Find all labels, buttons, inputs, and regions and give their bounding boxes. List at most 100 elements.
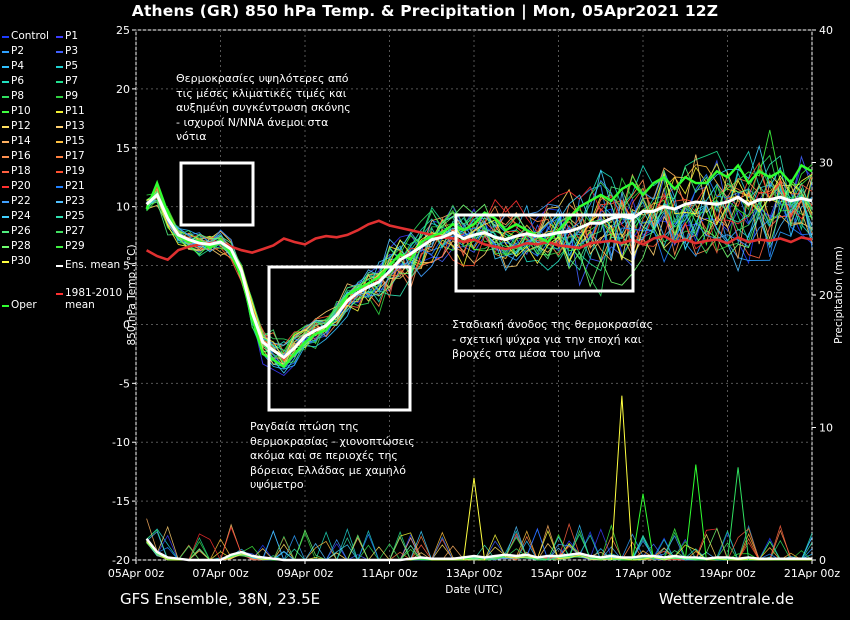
precip-peak — [684, 464, 707, 561]
legend-swatch — [2, 216, 9, 218]
legend-label: P17 — [65, 150, 85, 162]
legend-swatch — [2, 141, 9, 143]
annotation-line: βόρειας Ελλάδας με χαμηλό — [250, 463, 407, 477]
legend-label: P30 — [11, 255, 31, 267]
y2-tick-label: 10 — [819, 422, 833, 435]
y-tick-label: 10 — [116, 201, 130, 214]
member-line-p27 — [146, 170, 813, 364]
legend-swatch — [56, 186, 63, 188]
precip-peak — [462, 477, 486, 561]
y2-tick-label: 30 — [819, 157, 833, 170]
y2-tick-label: 40 — [819, 24, 833, 37]
annotation-line: - σχετική ψύχρα για την εποχή και — [452, 332, 642, 346]
legend-label: P22 — [11, 195, 31, 207]
legend-swatch — [56, 156, 63, 158]
legend-label: P29 — [65, 240, 85, 252]
legend-label: P12 — [11, 120, 31, 132]
legend-label: P23 — [65, 195, 85, 207]
annotation-line: υψόμετρο — [250, 478, 304, 491]
annotation-line: νότια — [176, 130, 207, 143]
climatology-line — [145, 219, 813, 262]
annotation-line: Θερμοκρασίες υψηλότερες από — [176, 72, 349, 85]
legend-label: P25 — [65, 210, 85, 222]
y-tick-label: 20 — [116, 83, 130, 96]
legend-swatch — [2, 261, 9, 263]
legend-label: P19 — [65, 165, 85, 177]
legend-swatch — [2, 246, 9, 248]
y-axis-label: 850 hPa Temp. (°C) — [126, 244, 138, 345]
legend-swatch — [56, 126, 63, 128]
legend-label: Oper — [11, 299, 37, 311]
legend-label: P15 — [65, 135, 85, 147]
highlight-box-rise — [454, 213, 635, 293]
legend-label: P4 — [11, 60, 25, 72]
x-tick-label: 05Apr 00z — [108, 567, 165, 580]
legend-label: P5 — [65, 60, 79, 72]
annotation-cold: Ραγδαία πτώση της θερμοκρασίας - χιονοπτώ… — [250, 420, 430, 493]
precip-peak — [631, 493, 655, 561]
legend-swatch — [56, 141, 63, 143]
x-tick-label: 17Apr 00z — [615, 567, 672, 580]
chart-title: Athens (GR) 850 hPa Temp. & Precipitatio… — [131, 2, 719, 20]
annotation-line: θερμοκρασίας - χιονοπτώσεις — [250, 434, 415, 448]
legend-label: P16 — [11, 150, 31, 162]
legend-label: P2 — [11, 45, 25, 57]
y-tick-label: -10 — [112, 436, 130, 449]
legend-label: P18 — [11, 165, 31, 177]
legend-swatch — [2, 156, 9, 158]
x-tick-label: 11Apr 00z — [361, 567, 418, 580]
x-tick-label: 19Apr 00z — [699, 567, 756, 580]
x-tick-label: 13Apr 00z — [446, 567, 503, 580]
legend-swatch — [2, 111, 9, 113]
annotation-line: - ισχυροί N/NNA άνεμοι στα — [176, 115, 329, 129]
annotation-line: Σταδιακή άνοδος της θερμοκρασίας — [452, 318, 654, 331]
legend-swatch — [56, 265, 63, 267]
x-tick-label: 21Apr 00z — [784, 567, 841, 580]
x-tick-label: 15Apr 00z — [530, 567, 587, 580]
legend-swatch — [56, 201, 63, 203]
legend-swatch — [56, 231, 63, 233]
precip-member-line — [146, 529, 813, 561]
legend-label: P27 — [65, 225, 85, 237]
y-tick-label: 0 — [123, 318, 130, 331]
legend-label: P11 — [65, 105, 85, 117]
legend-swatch — [56, 51, 63, 53]
legend-swatch — [2, 36, 9, 38]
legend-swatch — [2, 66, 9, 68]
annotation-rise: Σταδιακή άνοδος της θερμοκρασίας - σχετικ… — [452, 318, 662, 362]
legend-swatch — [2, 201, 9, 203]
legend-swatch — [2, 186, 9, 188]
precip-member-line — [146, 524, 813, 561]
legend-swatch — [56, 111, 63, 113]
annotation-line: τις μέσες κλιματικές τιμές και — [176, 86, 347, 100]
legend-swatch — [56, 171, 63, 173]
legend-swatch — [2, 231, 9, 233]
legend-label: P10 — [11, 105, 31, 117]
annotation-warm: Θερμοκρασίες υψηλότερες από τις μέσες κλι… — [176, 72, 366, 145]
annotation-line: ακόμα και σε περιοχές της — [250, 449, 398, 462]
legend-label: P14 — [11, 135, 31, 147]
y-tick-label: -20 — [112, 554, 130, 567]
oper-line — [145, 163, 813, 369]
legend-swatch — [56, 293, 63, 295]
legend-label: P28 — [11, 240, 31, 252]
legend-swatch — [56, 66, 63, 68]
y2-tick-label: 0 — [819, 554, 826, 567]
legend-label: Ens. mean — [65, 259, 121, 271]
legend-label: P9 — [65, 90, 79, 102]
member-line-p8 — [146, 154, 813, 343]
x-axis-label: Date (UTC) — [445, 584, 502, 596]
x-tick-label: 09Apr 00z — [277, 567, 334, 580]
legend-swatch — [2, 126, 9, 128]
legend-label: P1 — [65, 30, 79, 42]
legend-label: P13 — [65, 120, 85, 132]
legend-label: 1981-2010 mean — [65, 287, 123, 311]
legend-swatch — [2, 81, 9, 83]
legend-swatch — [56, 246, 63, 248]
y2-axis-label: Precipitation (mm) — [833, 246, 845, 344]
legend-label: P7 — [65, 75, 79, 87]
y-tick-label: 25 — [116, 24, 130, 37]
legend-label: P6 — [11, 75, 25, 87]
annotation-line: Ραγδαία πτώση της — [250, 420, 359, 433]
